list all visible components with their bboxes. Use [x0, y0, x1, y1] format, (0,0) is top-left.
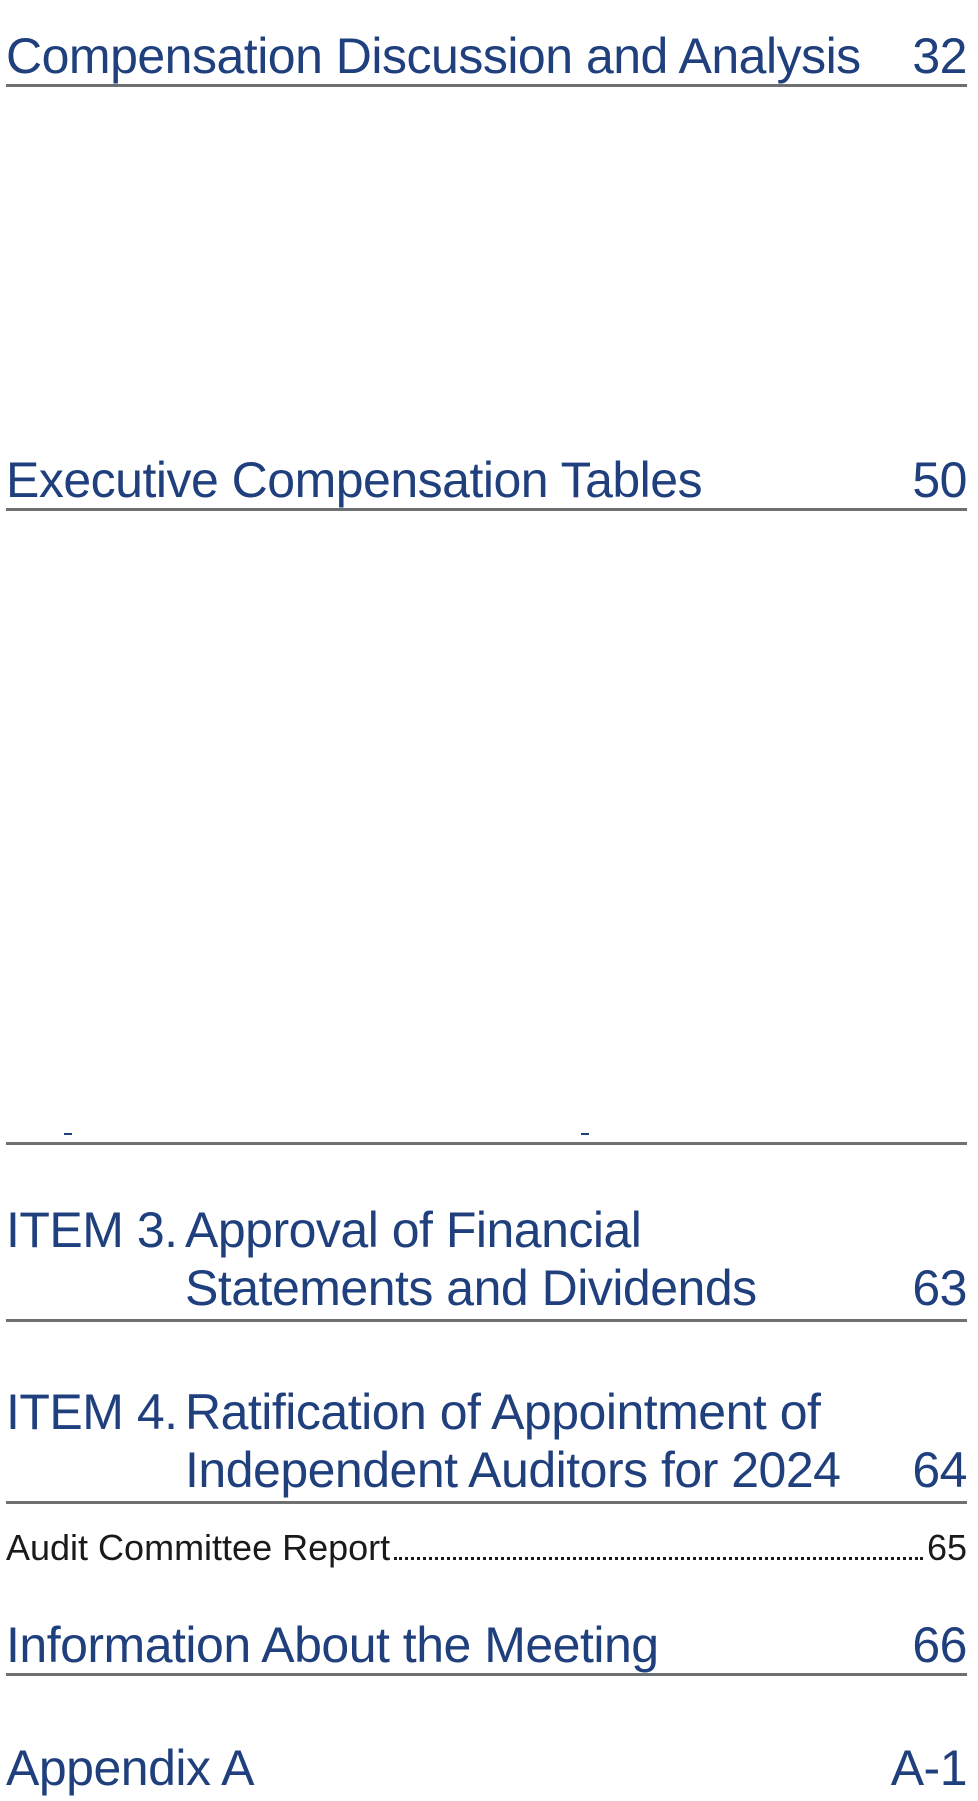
toc-entry-title: Information About the Meeting: [6, 1617, 659, 1673]
toc-entry-item-4[interactable]: ITEM 4. Ratification of Appointment of I…: [6, 1383, 967, 1504]
toc-entry-executive-compensation-tables[interactable]: Executive Compensation Tables 50: [6, 452, 967, 511]
toc-subentry-audit-committee-report[interactable]: Audit Committee Report 65: [6, 1527, 967, 1569]
toc-entry-information-about-meeting[interactable]: Information About the Meeting 66: [6, 1617, 967, 1676]
stray-mark: [64, 1133, 72, 1135]
stray-mark: [581, 1133, 589, 1135]
toc-entry-compensation-discussion[interactable]: Compensation Discussion and Analysis 32: [6, 28, 967, 87]
toc-entry-title-line2: Statements and Dividends: [185, 1260, 757, 1316]
toc-entry-page: 64: [912, 1442, 967, 1498]
toc-entry-page: 63: [912, 1260, 967, 1316]
toc-entry-page: 50: [912, 452, 967, 508]
toc-entry-title: Compensation Discussion and Analysis: [6, 28, 861, 84]
toc-entry-title: Executive Compensation Tables: [6, 452, 703, 508]
toc-subentry-page: 65: [926, 1527, 967, 1568]
toc-entry-title-line2: Independent Auditors for 2024: [185, 1442, 841, 1498]
toc-entry-page: 32: [912, 28, 967, 84]
toc-entry-title-line1: Approval of Financial: [185, 1202, 642, 1258]
toc-entry-page: A-1: [890, 1740, 968, 1796]
toc-entry-appendix-a[interactable]: Appendix A A-1: [6, 1740, 968, 1796]
section-divider: [6, 1142, 967, 1145]
toc-entry-title-line1: Ratification of Appointment of: [185, 1384, 821, 1440]
toc-item-number: ITEM 4.: [6, 1384, 178, 1440]
toc-entry-item-3[interactable]: ITEM 3. Approval of Financial Statements…: [6, 1201, 967, 1322]
toc-item-number: ITEM 3.: [6, 1202, 178, 1258]
dot-leader: [394, 1557, 923, 1560]
toc-entry-page: 66: [912, 1617, 967, 1673]
toc-entry-title: Appendix A: [6, 1740, 254, 1796]
toc-subentry-title: Audit Committee Report: [6, 1527, 391, 1568]
